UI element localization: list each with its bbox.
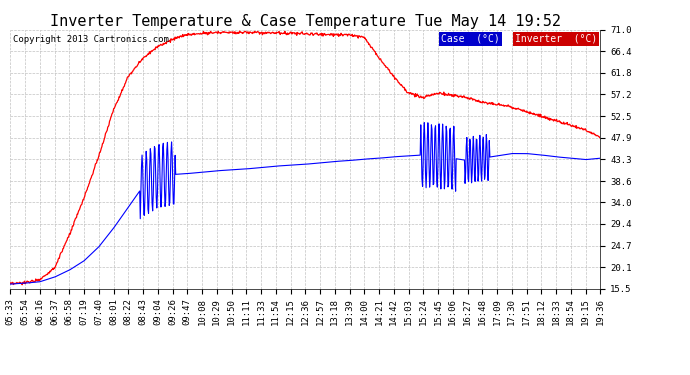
Text: Case  (°C): Case (°C) [441,34,500,44]
Text: Inverter  (°C): Inverter (°C) [515,34,597,44]
Title: Inverter Temperature & Case Temperature Tue May 14 19:52: Inverter Temperature & Case Temperature … [50,14,561,29]
Text: Copyright 2013 Cartronics.com: Copyright 2013 Cartronics.com [13,35,169,44]
